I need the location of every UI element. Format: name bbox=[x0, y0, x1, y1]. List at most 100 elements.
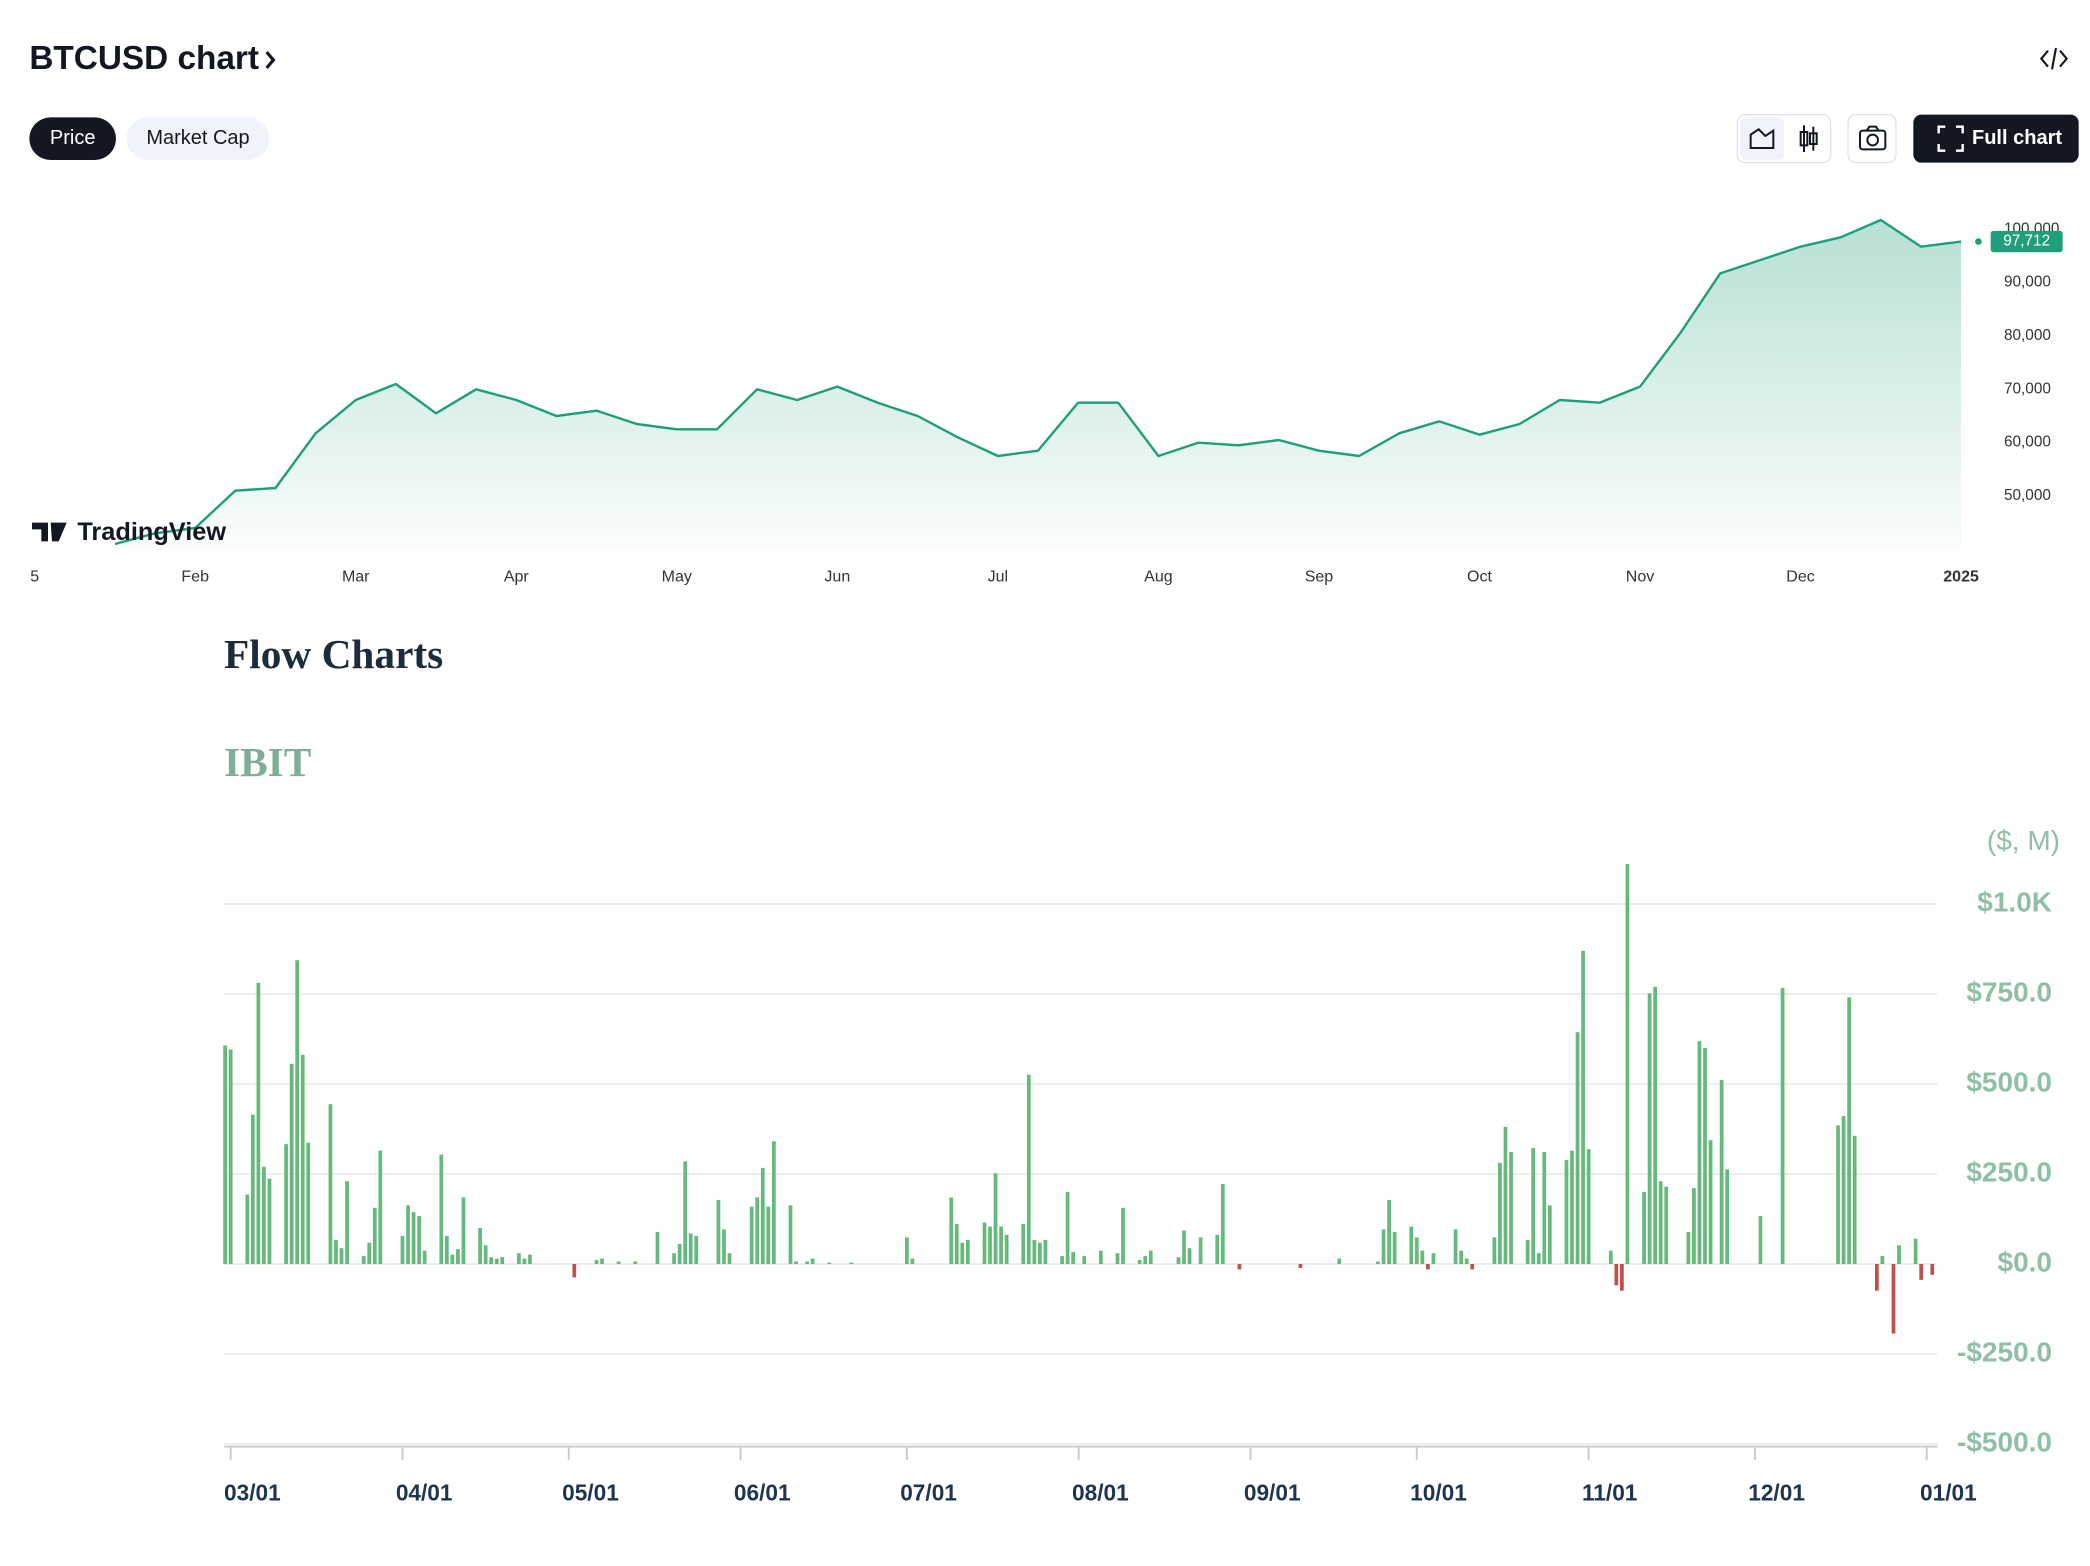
bar bbox=[1620, 1264, 1624, 1291]
y-tick-label: 80,000 bbox=[2004, 327, 2051, 344]
bar bbox=[1841, 1116, 1846, 1264]
bar bbox=[328, 1104, 333, 1264]
bar bbox=[1065, 1192, 1070, 1264]
chevron-icon[interactable] bbox=[265, 50, 276, 70]
camera-icon[interactable] bbox=[1858, 125, 1887, 151]
bar bbox=[284, 1144, 288, 1264]
bar bbox=[810, 1258, 815, 1264]
full-chart-button[interactable] bbox=[1913, 114, 2079, 163]
bar bbox=[1608, 1250, 1613, 1264]
bar bbox=[1098, 1250, 1103, 1264]
tab-label[interactable]: Price bbox=[50, 127, 96, 149]
bar bbox=[1082, 1256, 1087, 1264]
bar bbox=[1060, 1256, 1064, 1264]
bar bbox=[267, 1178, 272, 1264]
fund-name: IBIT bbox=[224, 739, 311, 785]
y-tick-label: $250.0 bbox=[1966, 1156, 2052, 1187]
fullscreen-icon[interactable] bbox=[1937, 125, 1964, 152]
flow-chart: ($, M) -$500.0 -$250.0 $0.0 $250.0 $500.0 $750… bbox=[223, 825, 2060, 1506]
bar bbox=[400, 1235, 405, 1264]
bar bbox=[1664, 1186, 1669, 1264]
bar bbox=[1043, 1239, 1048, 1264]
tab[interactable] bbox=[126, 117, 270, 160]
bar bbox=[1647, 993, 1652, 1264]
bar bbox=[1503, 1126, 1508, 1264]
bar bbox=[694, 1235, 699, 1264]
bar bbox=[1453, 1229, 1458, 1264]
bar bbox=[334, 1239, 338, 1264]
x-tick-label: Nov bbox=[1626, 569, 1654, 586]
bar bbox=[1586, 1149, 1591, 1264]
bar bbox=[372, 1207, 377, 1264]
full-chart-label[interactable]: Full chart bbox=[1972, 127, 2062, 149]
x-tick-label: Sep bbox=[1305, 569, 1334, 586]
x-tick-label: Jun bbox=[824, 569, 850, 586]
candle-icon[interactable] bbox=[1799, 125, 1818, 152]
bar bbox=[1570, 1150, 1574, 1264]
watermark-text: TradingView bbox=[77, 518, 226, 546]
y-tick-label: $0.0 bbox=[1998, 1246, 2053, 1277]
bar bbox=[517, 1253, 521, 1264]
bar bbox=[1897, 1245, 1901, 1264]
bar bbox=[1780, 987, 1785, 1264]
bar bbox=[444, 1235, 449, 1264]
bar bbox=[1525, 1239, 1530, 1264]
bar bbox=[289, 1063, 294, 1264]
bar bbox=[245, 1194, 250, 1264]
bar bbox=[500, 1257, 505, 1264]
watermark-logo bbox=[32, 522, 67, 542]
bar bbox=[1614, 1264, 1619, 1286]
bar bbox=[1420, 1250, 1425, 1264]
bar bbox=[1121, 1207, 1125, 1264]
x-tick-label: Oct bbox=[1467, 569, 1492, 586]
x-tick-label: 03/01 bbox=[224, 1480, 281, 1506]
bar bbox=[1431, 1253, 1436, 1264]
bar bbox=[339, 1248, 344, 1264]
bar bbox=[450, 1254, 455, 1264]
bar bbox=[999, 1226, 1003, 1264]
bar bbox=[1874, 1264, 1879, 1291]
bar bbox=[378, 1150, 383, 1264]
bar bbox=[1392, 1231, 1397, 1264]
bar bbox=[827, 1262, 832, 1264]
bar bbox=[849, 1262, 854, 1264]
x-tick-label: Mar bbox=[342, 569, 370, 586]
area-icon[interactable] bbox=[1749, 128, 1775, 149]
x-tick-label: 04/01 bbox=[396, 1480, 453, 1506]
bar bbox=[1459, 1250, 1464, 1264]
bar bbox=[345, 1181, 349, 1264]
bar bbox=[672, 1253, 676, 1264]
page-title[interactable]: BTCUSD chart bbox=[29, 40, 259, 77]
last-point bbox=[1975, 238, 1982, 245]
embed-icon[interactable] bbox=[2039, 47, 2069, 70]
tab-label[interactable]: Market Cap bbox=[146, 127, 249, 149]
bar bbox=[262, 1166, 266, 1264]
bar bbox=[1719, 1080, 1724, 1264]
bar bbox=[1930, 1264, 1935, 1275]
bar bbox=[228, 1049, 233, 1264]
bar bbox=[295, 960, 300, 1264]
area-style-button[interactable] bbox=[1740, 117, 1784, 160]
bar bbox=[1913, 1238, 1918, 1264]
bar bbox=[1387, 1199, 1391, 1264]
bar bbox=[949, 1197, 954, 1264]
bar bbox=[655, 1231, 660, 1264]
bar bbox=[1575, 1032, 1580, 1264]
bar bbox=[771, 1141, 776, 1264]
bar bbox=[766, 1206, 771, 1264]
bar bbox=[1143, 1256, 1148, 1264]
bar bbox=[439, 1154, 444, 1264]
bar bbox=[1625, 864, 1630, 1264]
bar bbox=[788, 1205, 793, 1264]
bar bbox=[1381, 1229, 1386, 1264]
x-tick-label: 12/01 bbox=[1748, 1480, 1805, 1506]
tab-active[interactable] bbox=[29, 117, 116, 160]
y-axis-title: ($, M) bbox=[1987, 825, 2060, 856]
snapshot-button[interactable] bbox=[1847, 113, 1897, 164]
y-tick-label: -$250.0 bbox=[1957, 1336, 2052, 1367]
bar bbox=[1464, 1258, 1469, 1264]
bar bbox=[1298, 1264, 1303, 1268]
x-tick-label: 05/01 bbox=[562, 1480, 619, 1506]
